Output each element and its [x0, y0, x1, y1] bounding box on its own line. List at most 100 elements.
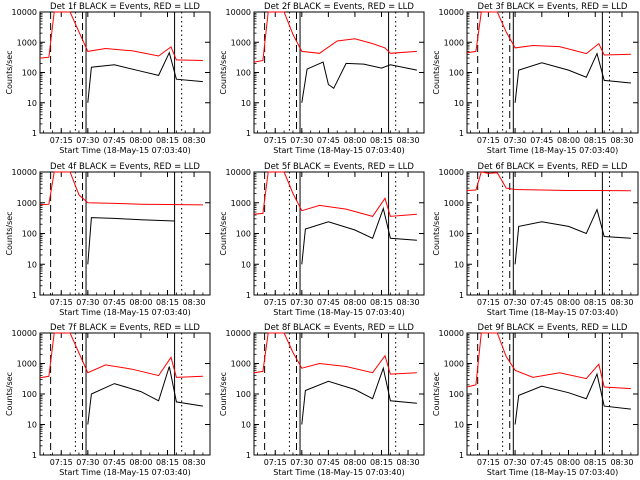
panel-title: Det 1f BLACK = Events, RED = LLD [50, 2, 200, 12]
x-tick-label: 08:00 [557, 136, 580, 145]
panel-title: Det 6f BLACK = Events, RED = LLD [478, 162, 628, 172]
x-tick-label: 07:45 [317, 458, 340, 467]
y-tick-label: 100 [449, 69, 464, 78]
y-tick-label: 10 [454, 260, 464, 269]
panel-title: Det 4f BLACK = Events, RED = LLD [50, 162, 200, 172]
y-tick-label: 1 [459, 291, 464, 300]
panel-title: Det 8f BLACK = Events, RED = LLD [264, 323, 414, 333]
y-tick-label: 1 [32, 451, 37, 460]
x-tick-label: 07:15 [477, 136, 500, 145]
events-series-line [87, 217, 175, 265]
events-series-line [514, 52, 631, 103]
x-tick-label: 07:15 [264, 298, 287, 307]
plot-frame [39, 332, 211, 456]
x-tick-label: 08:00 [557, 458, 580, 467]
x-tick-label: 08:30 [183, 458, 206, 467]
x-tick-label: 07:15 [50, 136, 73, 145]
x-tick-label: 07:30 [290, 136, 313, 145]
y-tick-label: 1000 [231, 38, 251, 47]
y-axis-label: Counts/sec [432, 50, 441, 94]
x-tick-label: 08:00 [557, 298, 580, 307]
y-axis-label: Counts/sec [432, 372, 441, 416]
x-tick-label: 08:30 [397, 136, 420, 145]
x-tick-label: 08:15 [584, 458, 607, 467]
x-tick-label: 08:00 [343, 136, 366, 145]
y-tick-label: 1 [246, 451, 251, 460]
panel-title: Det 9f BLACK = Events, RED = LLD [478, 323, 628, 333]
lld-series-line [253, 171, 417, 217]
x-tick-label: 08:30 [183, 298, 206, 307]
x-axis-label: Start Time (18-May-15 07:03:40) [59, 146, 190, 155]
x-tick-label: 08:00 [129, 136, 152, 145]
y-tick-label: 1 [459, 129, 464, 138]
y-tick-label: 100 [236, 230, 251, 239]
x-tick-label: 07:45 [103, 136, 126, 145]
detector-panel-2: Det 2f BLACK = Events, RED = LLD 1 10 100 10… [219, 2, 425, 155]
x-tick-label: 07:15 [50, 298, 73, 307]
detector-panel-7: Det 7f BLACK = Events, RED = LLD 1 10 100 10… [5, 323, 211, 477]
y-tick-label: 10000 [439, 8, 464, 17]
y-tick-label: 1000 [231, 360, 251, 369]
y-axis-label: Counts/sec [219, 50, 228, 94]
events-series-line [301, 61, 417, 103]
panel-title: Det 2f BLACK = Events, RED = LLD [264, 2, 414, 12]
y-tick-label: 10000 [439, 168, 464, 177]
x-tick-label: 07:45 [317, 298, 340, 307]
x-tick-label: 07:30 [504, 298, 527, 307]
x-tick-label: 08:15 [370, 136, 393, 145]
x-tick-label: 07:45 [530, 458, 553, 467]
x-tick-label: 07:15 [264, 458, 287, 467]
plot-frame [466, 11, 639, 134]
x-axis-label: Start Time (18-May-15 07:03:40) [273, 308, 404, 317]
x-tick-label: 07:45 [317, 136, 340, 145]
x-tick-label: 08:30 [610, 298, 633, 307]
lld-series-line [39, 171, 203, 206]
y-tick-label: 10 [27, 99, 37, 108]
y-tick-label: 10 [241, 260, 251, 269]
x-axis-label: Start Time (18-May-15 07:03:40) [487, 308, 618, 317]
x-tick-label: 07:30 [76, 458, 99, 467]
x-tick-label: 08:30 [397, 298, 420, 307]
x-axis-label: Start Time (18-May-15 07:03:40) [273, 146, 404, 155]
x-tick-label: 07:45 [530, 136, 553, 145]
y-tick-label: 1 [246, 129, 251, 138]
x-axis-label: Start Time (18-May-15 07:03:40) [59, 308, 190, 317]
y-tick-label: 1000 [17, 360, 37, 369]
x-axis-label: Start Time (18-May-15 07:03:40) [487, 146, 618, 155]
y-tick-label: 10000 [226, 8, 251, 17]
x-tick-label: 08:15 [370, 458, 393, 467]
y-tick-label: 100 [449, 390, 464, 399]
y-tick-label: 10000 [226, 329, 251, 338]
detector-panel-6: Det 6f BLACK = Events, RED = LLD 1 10 100 10… [432, 162, 639, 317]
y-axis-label: Counts/sec [219, 372, 228, 416]
detector-panel-3: Det 3f BLACK = Events, RED = LLD 1 10 100 10… [432, 2, 639, 155]
x-axis-label: Start Time (18-May-15 07:03:40) [59, 468, 190, 477]
x-tick-label: 07:30 [290, 458, 313, 467]
y-tick-label: 10 [241, 421, 251, 430]
plot-frame [39, 171, 211, 296]
y-tick-label: 10000 [12, 329, 37, 338]
detector-panel-8: Det 8f BLACK = Events, RED = LLD 1 10 100 10… [219, 323, 425, 477]
x-tick-label: 07:30 [76, 298, 99, 307]
x-tick-label: 08:15 [156, 136, 179, 145]
x-tick-label: 08:00 [129, 458, 152, 467]
lld-series-line [466, 11, 631, 56]
x-tick-label: 08:15 [370, 298, 393, 307]
y-tick-label: 10 [454, 99, 464, 108]
detector-panel-5: Det 5f BLACK = Events, RED = LLD 1 10 100 10… [219, 162, 425, 317]
lld-series-line [466, 171, 631, 192]
y-tick-label: 10 [27, 260, 37, 269]
lld-series-line [39, 332, 203, 379]
y-tick-label: 100 [22, 230, 37, 239]
plot-frame [253, 171, 425, 296]
events-series-line [514, 208, 631, 265]
y-tick-label: 1000 [444, 38, 464, 47]
x-tick-label: 07:15 [477, 458, 500, 467]
detector-panel-4: Det 4f BLACK = Events, RED = LLD 1 10 100 10… [5, 162, 211, 317]
x-tick-label: 07:15 [477, 298, 500, 307]
x-tick-label: 08:30 [183, 136, 206, 145]
plot-frame [466, 332, 639, 456]
x-tick-label: 07:30 [290, 298, 313, 307]
